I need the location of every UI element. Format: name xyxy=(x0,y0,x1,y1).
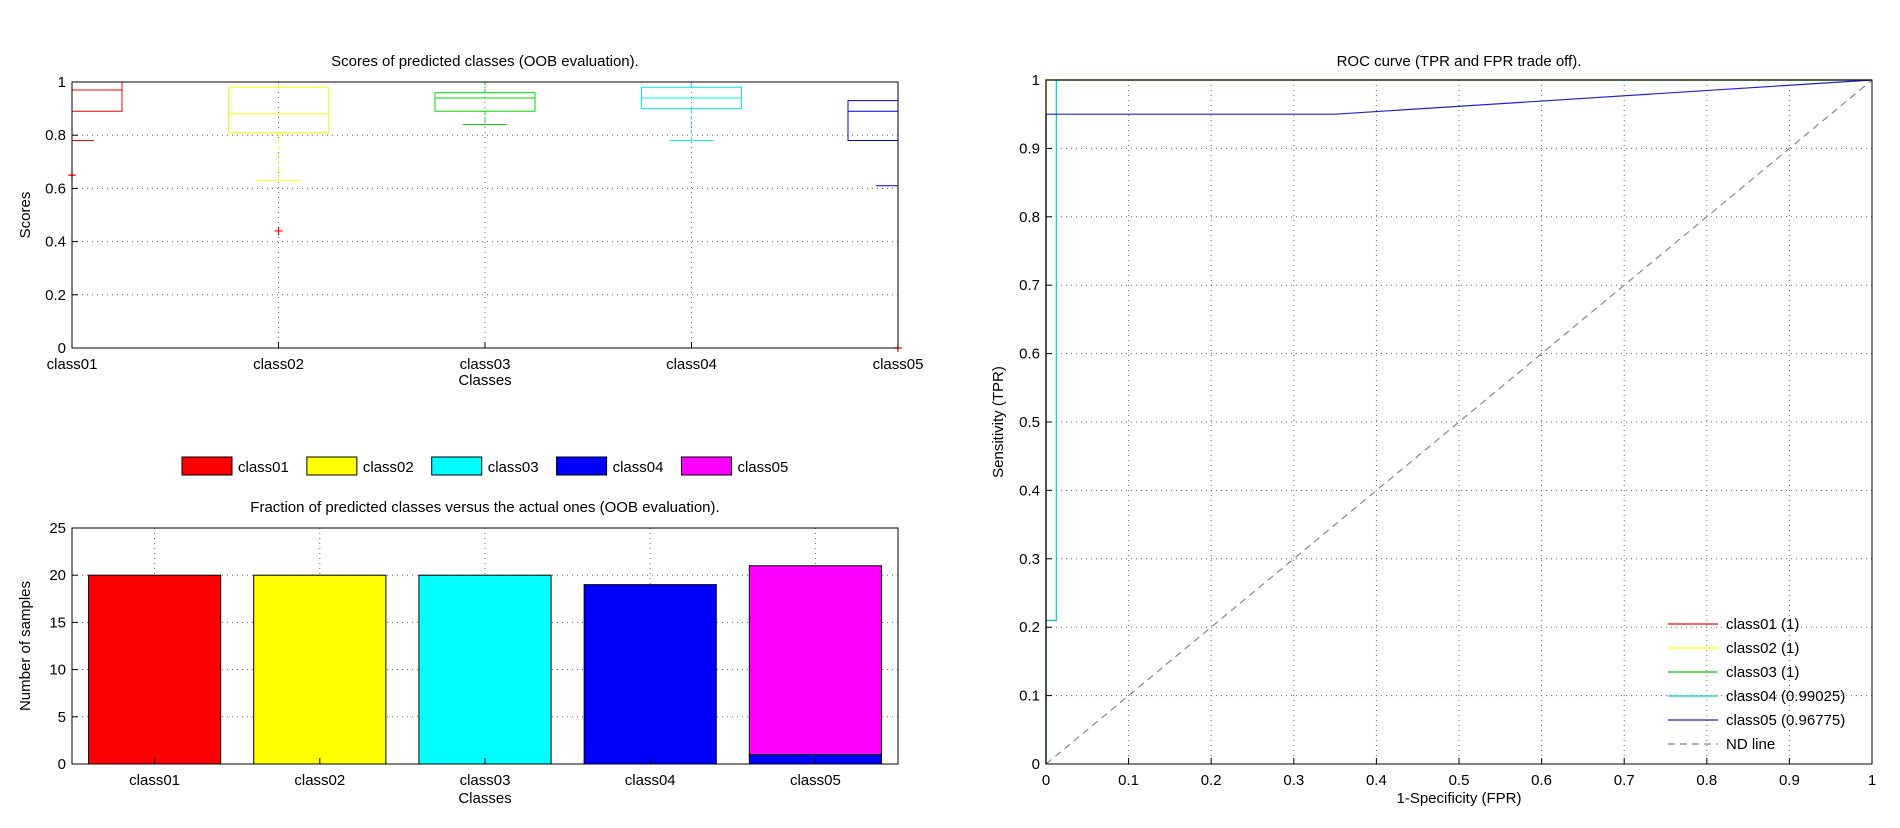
legend: class01 (1) class02 (1) class03 (1) class04… xyxy=(1668,616,1845,753)
legend-label: class05 (0.96775) xyxy=(1726,712,1845,729)
y-tick-label: 0.4 xyxy=(1019,482,1040,499)
bar-segment xyxy=(748,565,882,756)
legend-label: class02 (1) xyxy=(1726,640,1799,657)
x-axis-label: Classes xyxy=(458,790,511,807)
y-tick-label: 0.1 xyxy=(1019,688,1040,705)
y-tick-label: 25 xyxy=(49,520,66,537)
legend-label: class04 xyxy=(613,459,664,476)
x-tick-label: 1 xyxy=(1868,772,1876,789)
x-axis-label: 1-Specificity (FPR) xyxy=(1396,790,1521,807)
y-axis-label: Sensitivity (TPR) xyxy=(990,366,1007,478)
box-body xyxy=(434,92,536,112)
y-tick-label: 0.9 xyxy=(1019,140,1040,157)
x-tick-label: class01 xyxy=(47,356,98,373)
legend-swatch xyxy=(680,456,732,476)
legend-label: class04 (0.99025) xyxy=(1726,688,1845,705)
roc-series-line xyxy=(1045,79,1873,765)
y-tick-label: 0.3 xyxy=(1019,551,1040,568)
roc-chart: 0 0.1 0.2 0.3 0.4 0.5 0.6 0.7 0.8 0.9 1 0 0.1 0.2 0.3 0… xyxy=(990,53,1876,807)
y-tick-label: 0.2 xyxy=(45,287,66,304)
x-tick-label: class01 xyxy=(129,772,180,789)
box-body xyxy=(72,81,123,112)
x-tick-label: class02 xyxy=(253,356,304,373)
x-tick-label: 0 xyxy=(1042,772,1050,789)
x-tick-label: class05 xyxy=(873,356,924,373)
y-tick-label: 0 xyxy=(58,340,66,357)
chart-title: Fraction of predicted classes versus the… xyxy=(250,499,719,516)
x-tick-label: class04 xyxy=(666,356,717,373)
x-tick-label: 0.3 xyxy=(1283,772,1304,789)
legend-label: class01 (1) xyxy=(1726,616,1799,633)
chart-title: Scores of predicted classes (OOB evaluat… xyxy=(331,53,639,70)
bar-segment xyxy=(583,584,717,765)
box-outlier xyxy=(274,226,283,235)
x-tick-label: 0.1 xyxy=(1118,772,1139,789)
y-tick-label: 0.2 xyxy=(1019,619,1040,636)
x-tick-label: class03 xyxy=(460,772,511,789)
y-tick-label: 5 xyxy=(58,709,66,726)
x-tick-label: class02 xyxy=(294,772,345,789)
y-axis-label: Number of samples xyxy=(17,581,34,711)
x-axis-label: Classes xyxy=(458,372,511,389)
x-tick-label: 0.7 xyxy=(1614,772,1635,789)
legend-swatch xyxy=(556,456,608,476)
legend-swatch xyxy=(181,456,233,476)
y-tick-label: 0.8 xyxy=(45,127,66,144)
y-tick-label: 1 xyxy=(58,74,66,91)
y-tick-label: 0.5 xyxy=(1019,414,1040,431)
x-tick-label: 0.4 xyxy=(1366,772,1387,789)
y-tick-label: 0.8 xyxy=(1019,209,1040,226)
bar-segment xyxy=(253,574,387,765)
y-tick-label: 0 xyxy=(58,756,66,773)
legend-label: class03 xyxy=(488,459,539,476)
y-tick-label: 0.6 xyxy=(1019,346,1040,363)
legend-label: class05 xyxy=(737,459,788,476)
legend-swatch xyxy=(431,456,483,476)
y-tick-label: 10 xyxy=(49,662,66,679)
x-tick-label: 0.2 xyxy=(1201,772,1222,789)
legend-label: ND line xyxy=(1726,736,1775,753)
x-tick-label: 0.9 xyxy=(1779,772,1800,789)
y-tick-label: 0.6 xyxy=(45,180,66,197)
x-tick-label: 0.5 xyxy=(1449,772,1470,789)
bar-segment xyxy=(418,574,552,765)
x-tick-label: class05 xyxy=(790,772,841,789)
y-tick-label: 0 xyxy=(1032,756,1040,773)
legend-swatch xyxy=(306,456,358,476)
y-tick-label: 15 xyxy=(49,614,66,631)
y-axis-label: Scores xyxy=(17,192,34,239)
box-body xyxy=(228,86,329,134)
legend: class01 class02 class03 class04 class05 xyxy=(181,456,788,476)
boxplot-chart: 0 0.2 0.4 0.6 0.8 1 class01 class02 class03 class… xyxy=(17,53,924,389)
y-tick-label: 0.4 xyxy=(45,234,66,251)
x-tick-label: 0.8 xyxy=(1696,772,1717,789)
x-tick-label: class04 xyxy=(625,772,676,789)
x-tick-label: 0.6 xyxy=(1531,772,1552,789)
y-tick-label: 20 xyxy=(49,567,66,584)
box-group xyxy=(72,81,898,187)
x-tick-label: class03 xyxy=(460,356,511,373)
bar-segment xyxy=(88,574,222,765)
legend-label: class02 xyxy=(363,459,414,476)
chart-title: ROC curve (TPR and FPR trade off). xyxy=(1337,53,1582,70)
y-tick-label: 1 xyxy=(1032,72,1040,89)
legend-label: class01 xyxy=(238,459,289,476)
box-body xyxy=(847,100,898,142)
legend-label: class03 (1) xyxy=(1726,664,1799,681)
y-tick-label: 0.7 xyxy=(1019,277,1040,294)
